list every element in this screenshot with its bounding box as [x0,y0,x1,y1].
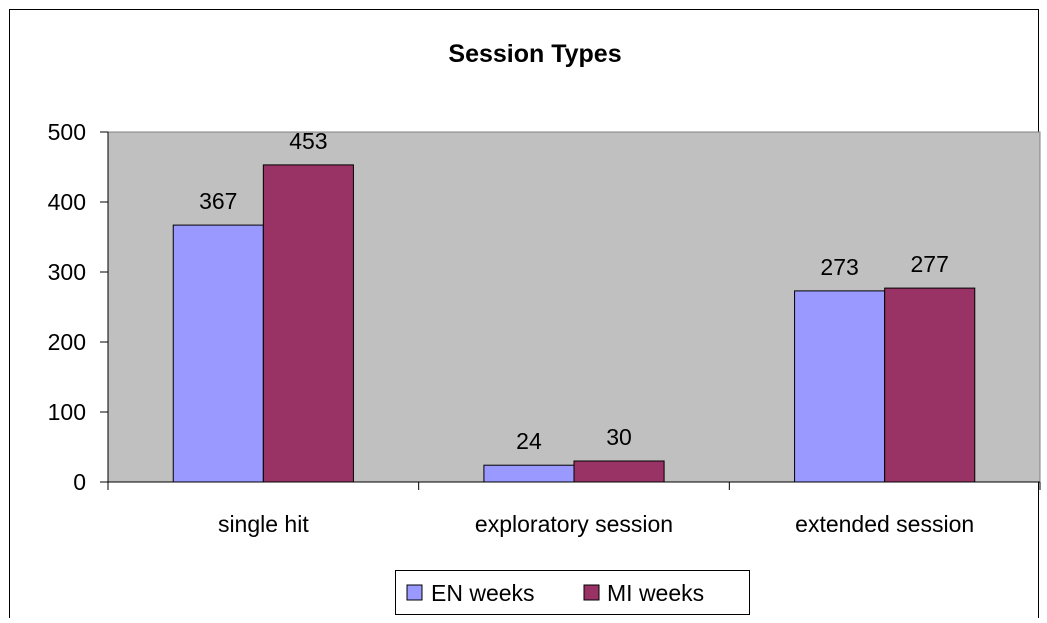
data-label: 273 [820,254,858,280]
legend-label-en-weeks: EN weeks [431,580,535,606]
bar-mi-weeks [262,164,354,483]
chart-title: Session Types [448,40,621,68]
bar-mi-weeks [884,287,976,483]
bar-en-weeks [483,464,575,483]
legend-swatch-en-weeks [406,584,423,601]
data-label: 367 [199,188,237,214]
x-tick-label: extended session [795,511,974,537]
y-tick-label: 0 [73,469,86,495]
bars [172,164,976,483]
data-labels: 367 453 24 30 273 277 [199,128,949,454]
x-tick-label: single hit [218,511,309,537]
bar-en-weeks [172,224,264,483]
bar-mi-weeks [573,460,665,483]
y-tick-label: 300 [48,259,86,285]
legend: EN weeks MI weeks [395,570,750,615]
bar-en-weeks [794,290,886,483]
y-tick-label: 100 [48,399,86,425]
data-label: 30 [606,424,632,450]
y-tick-label: 200 [48,329,86,355]
data-label: 453 [289,128,327,154]
x-axis: single hit exploratory session extended se… [107,481,1041,537]
y-axis: 0 100 200 300 400 500 [48,119,109,495]
y-tick-label: 400 [48,189,86,215]
legend-label-mi-weeks: MI weeks [607,580,704,606]
data-label: 277 [911,251,949,277]
data-label: 24 [516,428,542,454]
y-tick-label: 500 [48,119,86,145]
legend-box [395,570,750,615]
legend-swatch-mi-weeks [583,584,600,601]
x-tick-label: exploratory session [475,511,673,537]
